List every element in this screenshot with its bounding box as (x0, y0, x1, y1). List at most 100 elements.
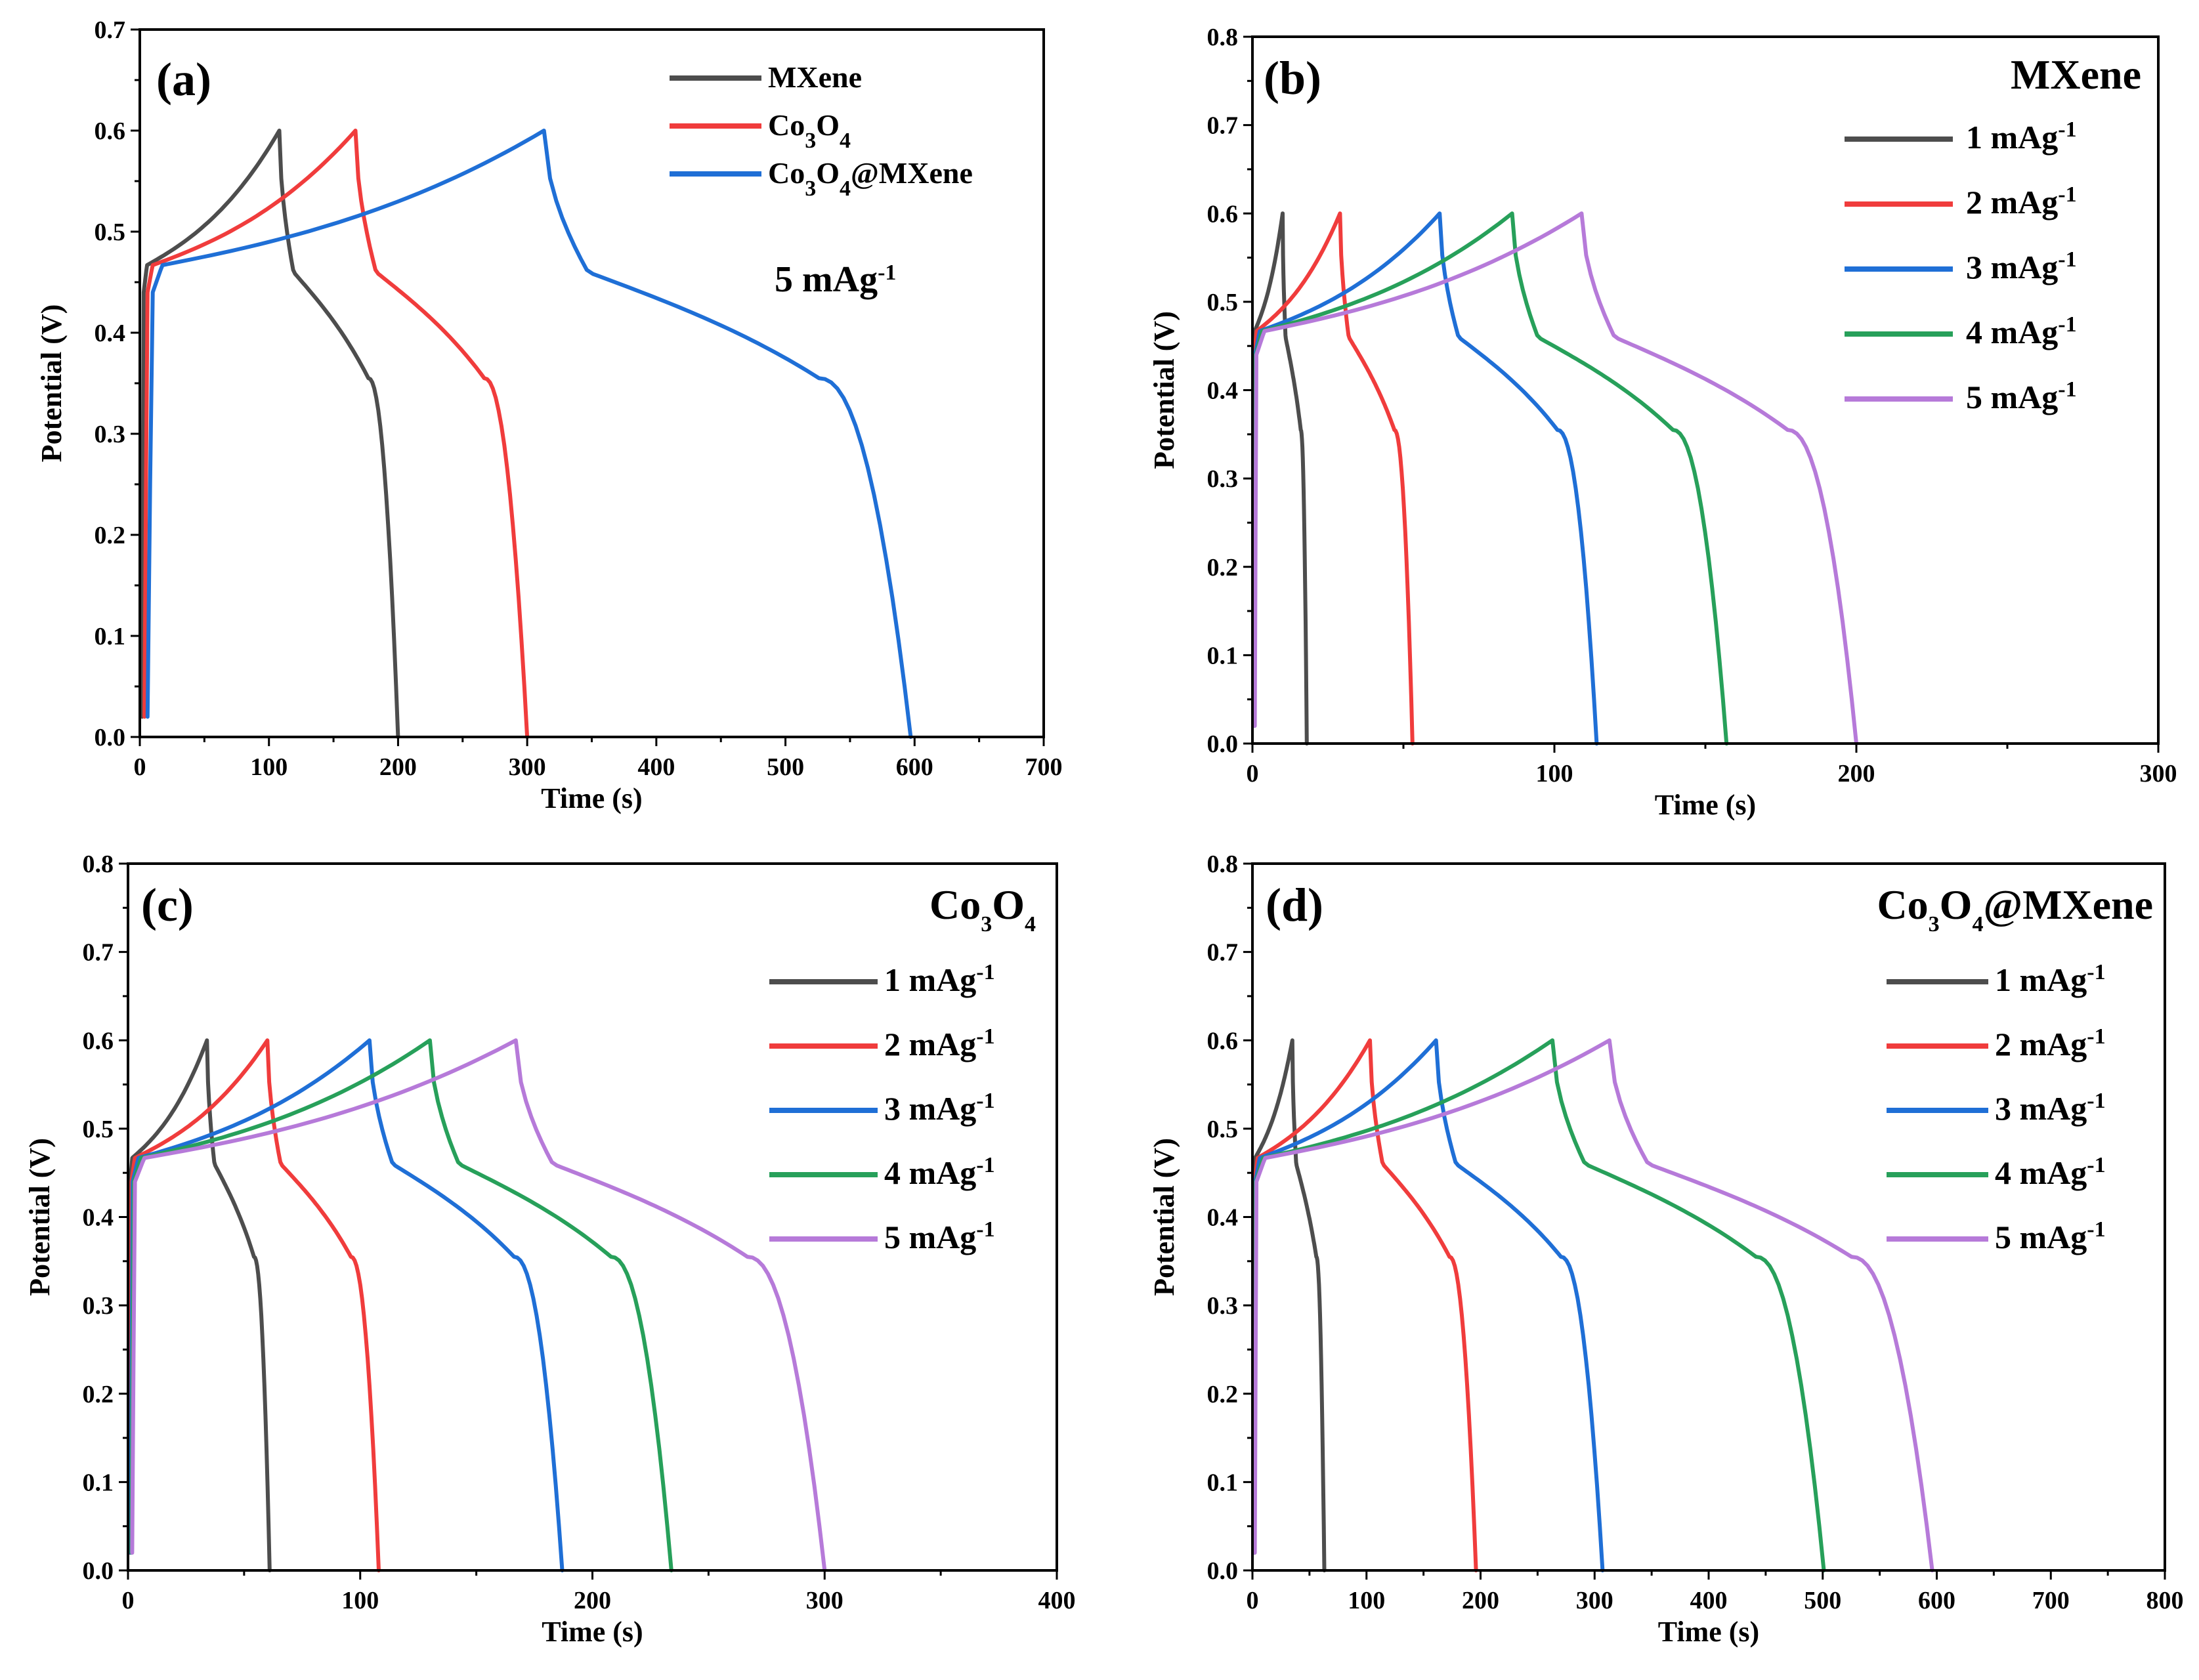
legend-entry-d-2: 2 mAg-1 (1995, 1024, 2106, 1063)
y-tick-label-a-0: 0.0 (95, 724, 126, 751)
y-tick-label-a-4: 0.4 (95, 320, 126, 347)
material-title-b: MXene (2011, 51, 2141, 98)
curve-b-3 (1252, 211, 1599, 746)
x-tick-label-d-8: 800 (2146, 1587, 2184, 1614)
y-tick-label-c-1: 0.1 (83, 1469, 114, 1496)
curve-b-4 (1252, 211, 1729, 746)
legend-b: 1 mAg-1 2 mAg-1 3 mAg-1 4 mAg-1 5 mAg-1 (1845, 117, 2077, 416)
x-tick-label-a-1: 100 (250, 753, 288, 781)
curve-b-1 (1251, 211, 1309, 746)
legend-entry-c-3: 3 mAg-1 (884, 1089, 995, 1127)
curve-a-1 (140, 129, 400, 739)
y-tick-label-a-6: 0.6 (95, 117, 126, 145)
legend-entry-b-5: 5 mAg-1 (1966, 377, 2077, 416)
legend-entry-d-1: 1 mAg-1 (1995, 960, 2106, 999)
x-tick-label-a-3: 300 (509, 753, 546, 781)
y-tick-label-d-3: 0.3 (1207, 1292, 1239, 1320)
y-tick-label-c-3: 0.3 (83, 1292, 114, 1320)
legend-c: 1 mAg-1 2 mAg-1 3 mAg-1 4 mAg-1 5 mAg-1 (769, 960, 995, 1256)
y-tick-label-c-8: 0.8 (83, 850, 114, 878)
y-tick-label-d-0: 0.0 (1207, 1557, 1239, 1585)
x-tick-label-d-4: 400 (1690, 1587, 1728, 1614)
curve-d-3 (1252, 1038, 1605, 1572)
curve-d-1 (1251, 1038, 1327, 1572)
y-tick-label-d-2: 0.2 (1207, 1381, 1239, 1408)
panel-label-a: (a) (156, 53, 211, 106)
y-tick-label-c-0: 0.0 (83, 1557, 114, 1585)
x-tick-label-b-3: 300 (2140, 760, 2177, 788)
x-tick-label-d-0: 0 (1247, 1587, 1259, 1614)
x-tick-label-c-0: 0 (122, 1587, 135, 1614)
y-tick-label-b-4: 0.4 (1207, 377, 1239, 405)
y-tick-label-b-1: 0.1 (1207, 642, 1239, 669)
legend-entry-d-4: 4 mAg-1 (1995, 1153, 2106, 1192)
y-tick-label-b-3: 0.3 (1207, 465, 1239, 493)
y-axis-label-d: Potential (V) (1148, 1138, 1180, 1296)
y-tick-label-c-5: 0.5 (83, 1116, 114, 1143)
y-tick-label-c-6: 0.6 (83, 1027, 114, 1055)
panel-d: 0 100 200 300 400 500 600 700 800 0.0 0.1 0.2 0.3 0.4… (1148, 850, 2184, 1648)
y-tick-label-b-6: 0.6 (1207, 200, 1239, 228)
legend-entry-c-1: 1 mAg-1 (884, 960, 995, 999)
y-tick-label-c-2: 0.2 (83, 1381, 114, 1408)
x-tick-label-d-6: 600 (1918, 1587, 1955, 1614)
y-tick-label-a-1: 0.1 (95, 623, 126, 650)
y-axis-label-a: Potential (V) (35, 304, 68, 463)
x-axis-label-a: Time (s) (541, 782, 642, 814)
curve-c-4 (129, 1038, 673, 1572)
x-tick-label-d-3: 300 (1576, 1587, 1613, 1614)
x-tick-label-c-2: 200 (574, 1587, 611, 1614)
panel-a: 0 100 200 300 400 500 600 700 0.0 0.1 0.2 0.3 0.4 0.5… (35, 16, 1063, 814)
y-axis-label-c: Potential (V) (24, 1138, 56, 1296)
material-title-d: Co3O4@MXene (1877, 881, 2153, 936)
x-tick-label-d-7: 700 (2032, 1587, 2070, 1614)
curve-d-2 (1252, 1038, 1478, 1572)
x-tick-label-a-4: 400 (637, 753, 675, 781)
x-tick-label-d-1: 100 (1348, 1587, 1385, 1614)
current-density-annotation: 5 mAg-1 (775, 259, 896, 300)
legend-entry-b-2: 2 mAg-1 (1966, 182, 2077, 221)
y-tick-label-d-7: 0.7 (1207, 939, 1239, 967)
legend-entry-c-5: 5 mAg-1 (884, 1217, 995, 1256)
curve-c-3 (129, 1038, 565, 1572)
legend-entry-c-2: 2 mAg-1 (884, 1024, 995, 1063)
y-tick-label-a-2: 0.2 (95, 522, 126, 549)
y-tick-label-c-7: 0.7 (83, 939, 114, 967)
x-tick-label-a-2: 200 (379, 753, 417, 781)
x-tick-label-b-0: 0 (1247, 760, 1259, 788)
y-tick-label-a-7: 0.7 (95, 16, 126, 44)
y-tick-label-c-4: 0.4 (83, 1204, 114, 1232)
curve-c-1 (127, 1038, 272, 1572)
x-axis-label-c: Time (s) (542, 1616, 643, 1648)
x-tick-label-c-4: 400 (1038, 1587, 1076, 1614)
legend-entry-a-2: Co3O4 (768, 108, 851, 153)
x-tick-label-d-5: 500 (1804, 1587, 1841, 1614)
x-axis-label-b: Time (s) (1655, 789, 1756, 821)
curve-d-5 (1252, 1038, 1934, 1572)
legend-entry-b-3: 3 mAg-1 (1966, 247, 2077, 286)
panel-c: 0 100 200 300 400 0.0 0.1 0.2 0.3 0.4 0.5 0.6 0.7 0.8… (24, 850, 1076, 1648)
y-tick-label-d-1: 0.1 (1207, 1469, 1239, 1496)
curve-b-2 (1251, 211, 1415, 746)
y-tick-label-b-2: 0.2 (1207, 554, 1239, 581)
x-axis-label-d: Time (s) (1658, 1616, 1759, 1648)
legend-entry-b-1: 1 mAg-1 (1966, 117, 2077, 156)
curve-a-2 (142, 129, 530, 739)
panel-label-d: (d) (1266, 879, 1323, 931)
x-tick-label-b-2: 200 (1838, 760, 1875, 788)
legend-entry-d-3: 3 mAg-1 (1995, 1089, 2106, 1127)
panel-b: 0 100 200 300 0.0 0.1 0.2 0.3 0.4 0.5 0.6 0.7 0.8 Tim… (1148, 24, 2177, 821)
legend-entry-d-5: 5 mAg-1 (1995, 1217, 2106, 1256)
y-tick-label-d-8: 0.8 (1207, 850, 1239, 878)
x-tick-label-c-1: 100 (341, 1587, 379, 1614)
legend-entry-c-4: 4 mAg-1 (884, 1153, 995, 1192)
y-tick-label-b-8: 0.8 (1207, 24, 1239, 51)
x-tick-label-a-5: 500 (767, 753, 804, 781)
curve-d-4 (1252, 1038, 1826, 1572)
x-tick-label-c-3: 300 (806, 1587, 843, 1614)
x-tick-label-a-7: 700 (1025, 753, 1063, 781)
y-tick-label-b-7: 0.7 (1207, 112, 1239, 140)
y-tick-label-d-6: 0.6 (1207, 1027, 1239, 1055)
